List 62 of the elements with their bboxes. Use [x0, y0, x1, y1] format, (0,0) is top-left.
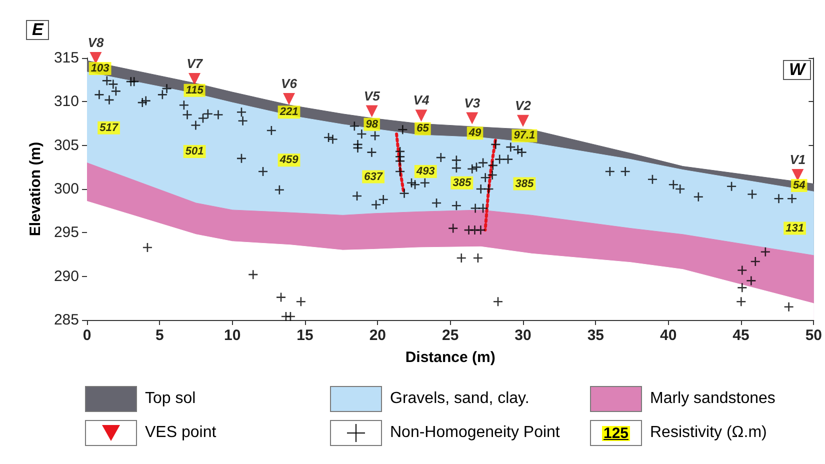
y-tick-label: 305: [54, 136, 79, 154]
annotation: W: [783, 60, 812, 80]
data-label: V4: [413, 92, 430, 108]
text: E: [26, 20, 50, 40]
x-axis-title: Distance (m): [405, 349, 496, 366]
point: [792, 169, 804, 182]
point: [90, 52, 102, 64]
x-tick-label: 10: [224, 327, 241, 344]
x-tick-label: 30: [514, 327, 532, 344]
point: [466, 112, 478, 124]
legend-label: Marly sandstones: [650, 390, 776, 408]
data-label: V6: [281, 76, 298, 92]
x-tick-label: 20: [369, 327, 386, 344]
x-tick-label: 45: [732, 327, 750, 344]
annotation: 115: [186, 84, 204, 96]
data-label: V3: [464, 95, 481, 110]
point: [188, 72, 201, 85]
x-tick-label: 0: [82, 327, 92, 344]
x-tick-label: 25: [442, 327, 459, 344]
legend-label: VES point: [145, 424, 216, 442]
annotation: 49: [468, 127, 482, 140]
legend-label: Non-Homogeneity Point: [390, 424, 560, 442]
text: Resistivity (Ω.m): [650, 424, 767, 442]
point: [415, 110, 428, 122]
legend-label: Top sol: [145, 390, 196, 408]
legend-label: Gravels, sand, clay.: [390, 390, 530, 408]
annotation: 98: [366, 118, 379, 130]
y-tick-label: 300: [54, 180, 79, 198]
annotation: 103: [90, 62, 110, 74]
line-series: [484, 138, 497, 232]
x-tick-label: 15: [296, 327, 314, 344]
y-tick-label: 285: [54, 312, 79, 328]
x-tick-label: 40: [660, 327, 677, 344]
point: [283, 93, 296, 106]
annotation: 637: [364, 170, 384, 183]
data-label: V5: [364, 88, 381, 104]
annotation: 501: [185, 145, 204, 158]
point: [516, 114, 529, 127]
annotation: 54: [793, 180, 806, 192]
annotation: 517: [100, 122, 119, 134]
x-tick-label: 5: [155, 327, 164, 344]
annotation: 221: [278, 106, 298, 118]
data-label: V2: [515, 98, 532, 113]
annotation: 97.1: [514, 130, 536, 142]
y-axis-title: Elevation (m): [27, 142, 44, 236]
x-tick-label: 35: [587, 327, 604, 344]
annotation: 65: [416, 122, 430, 135]
text: 125: [602, 424, 630, 442]
annotation: 131: [786, 222, 804, 234]
y-tick-label: 295: [54, 224, 79, 242]
annotation: 385: [515, 178, 535, 190]
x-tick-label: 50: [805, 327, 822, 344]
y-tick-label: 310: [54, 93, 79, 110]
y-tick-label: 290: [54, 268, 79, 285]
annotation: 385: [452, 176, 472, 189]
data-label: V7: [186, 56, 204, 71]
y-tick-label: 315: [54, 50, 79, 66]
annotation: 459: [278, 154, 300, 166]
data-label: V1: [790, 152, 806, 168]
annotation: 493: [415, 166, 435, 178]
point: [366, 105, 378, 118]
data-label: V8: [88, 35, 104, 50]
